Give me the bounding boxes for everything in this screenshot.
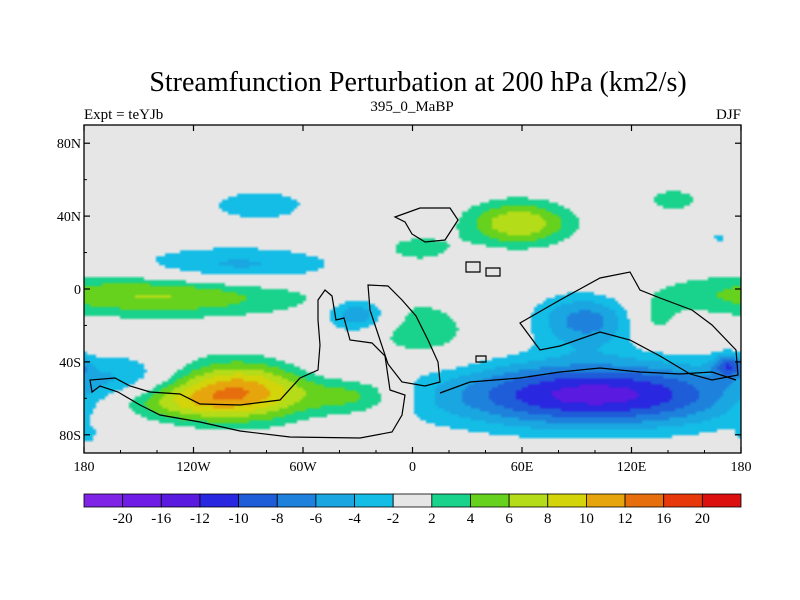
colorbar-label: -20	[113, 511, 133, 527]
colorbar-label: 16	[656, 511, 672, 527]
colorbar-swatch	[199, 493, 239, 508]
colorbar-swatch	[547, 493, 587, 508]
colorbar-label: -8	[271, 511, 284, 527]
colorbar-swatch	[663, 493, 703, 508]
colorbar-swatch	[354, 493, 394, 508]
colorbar-swatch	[624, 493, 665, 508]
x-axis: 180 120W 60W 0 60E 120E 180	[74, 125, 752, 475]
y-tick-label: 40N	[57, 210, 81, 225]
colorbar-label: 4	[467, 511, 475, 527]
colorbar-label: -2	[387, 511, 400, 527]
colorbar-label: 2	[428, 511, 436, 527]
y-tick-label: 40S	[59, 356, 81, 371]
colorbar-label: 12	[618, 511, 633, 527]
left-string: Expt = teYJb	[84, 107, 163, 123]
chart-title: Streamfunction Perturbation at 200 hPa (…	[149, 67, 686, 98]
colorbar-label: -16	[151, 511, 171, 527]
coastline-islands	[465, 261, 501, 363]
colorbar-label: 8	[544, 511, 552, 527]
colorbar-swatch	[238, 493, 278, 508]
colorbar-swatch	[160, 493, 201, 508]
y-tick-label: 0	[74, 283, 81, 298]
colorbar-label: -10	[229, 511, 249, 527]
x-tick-label: 180	[74, 460, 95, 475]
colorbar-swatch	[431, 493, 471, 508]
x-tick-label: 60W	[289, 460, 317, 475]
x-tick-label: 180	[731, 460, 752, 475]
y-tick-label: 80N	[57, 137, 81, 152]
x-tick-label: 0	[409, 460, 416, 475]
right-string: DJF	[716, 107, 741, 123]
colorbar-label: -4	[348, 511, 361, 527]
colorbar-label: -12	[190, 511, 210, 527]
colorbar-swatch	[276, 493, 317, 508]
center-string: 395_0_MaBP	[370, 99, 453, 115]
coastlines	[89, 207, 739, 439]
coastline-asia-east	[519, 271, 739, 381]
coastline-americas	[89, 289, 406, 439]
coastline-europe	[393, 207, 459, 243]
coastline-africa	[367, 284, 441, 387]
colorbar-label: 10	[579, 511, 594, 527]
colorbar-label: 20	[695, 511, 710, 527]
colorbar-label: 6	[505, 511, 513, 527]
colorbar-swatch	[586, 493, 626, 508]
x-tick-label: 120W	[176, 460, 211, 475]
y-axis: 80N 40N 0 40S 80S	[57, 137, 741, 444]
streamfunction-field	[84, 125, 741, 453]
colorbar-swatch	[122, 493, 162, 508]
colorbar-swatch	[315, 493, 355, 508]
colorbar-swatch	[83, 493, 124, 508]
plot-area	[83, 124, 742, 454]
colorbar-swatch	[470, 493, 510, 508]
colorbar-swatch	[508, 493, 549, 508]
y-tick-label: 80S	[59, 429, 81, 444]
colorbar-swatch	[392, 493, 433, 508]
colorbar: -20 -16 -12 -10 -8 -6 -4 -2 2 4 6 8 10 12 16 20	[83, 493, 742, 527]
colorbar-swatch	[701, 493, 742, 508]
colorbar-label: -6	[310, 511, 323, 527]
x-tick-label: 120E	[617, 460, 647, 475]
x-tick-label: 60E	[511, 460, 534, 475]
coastline-antarctic-rim	[439, 367, 737, 394]
